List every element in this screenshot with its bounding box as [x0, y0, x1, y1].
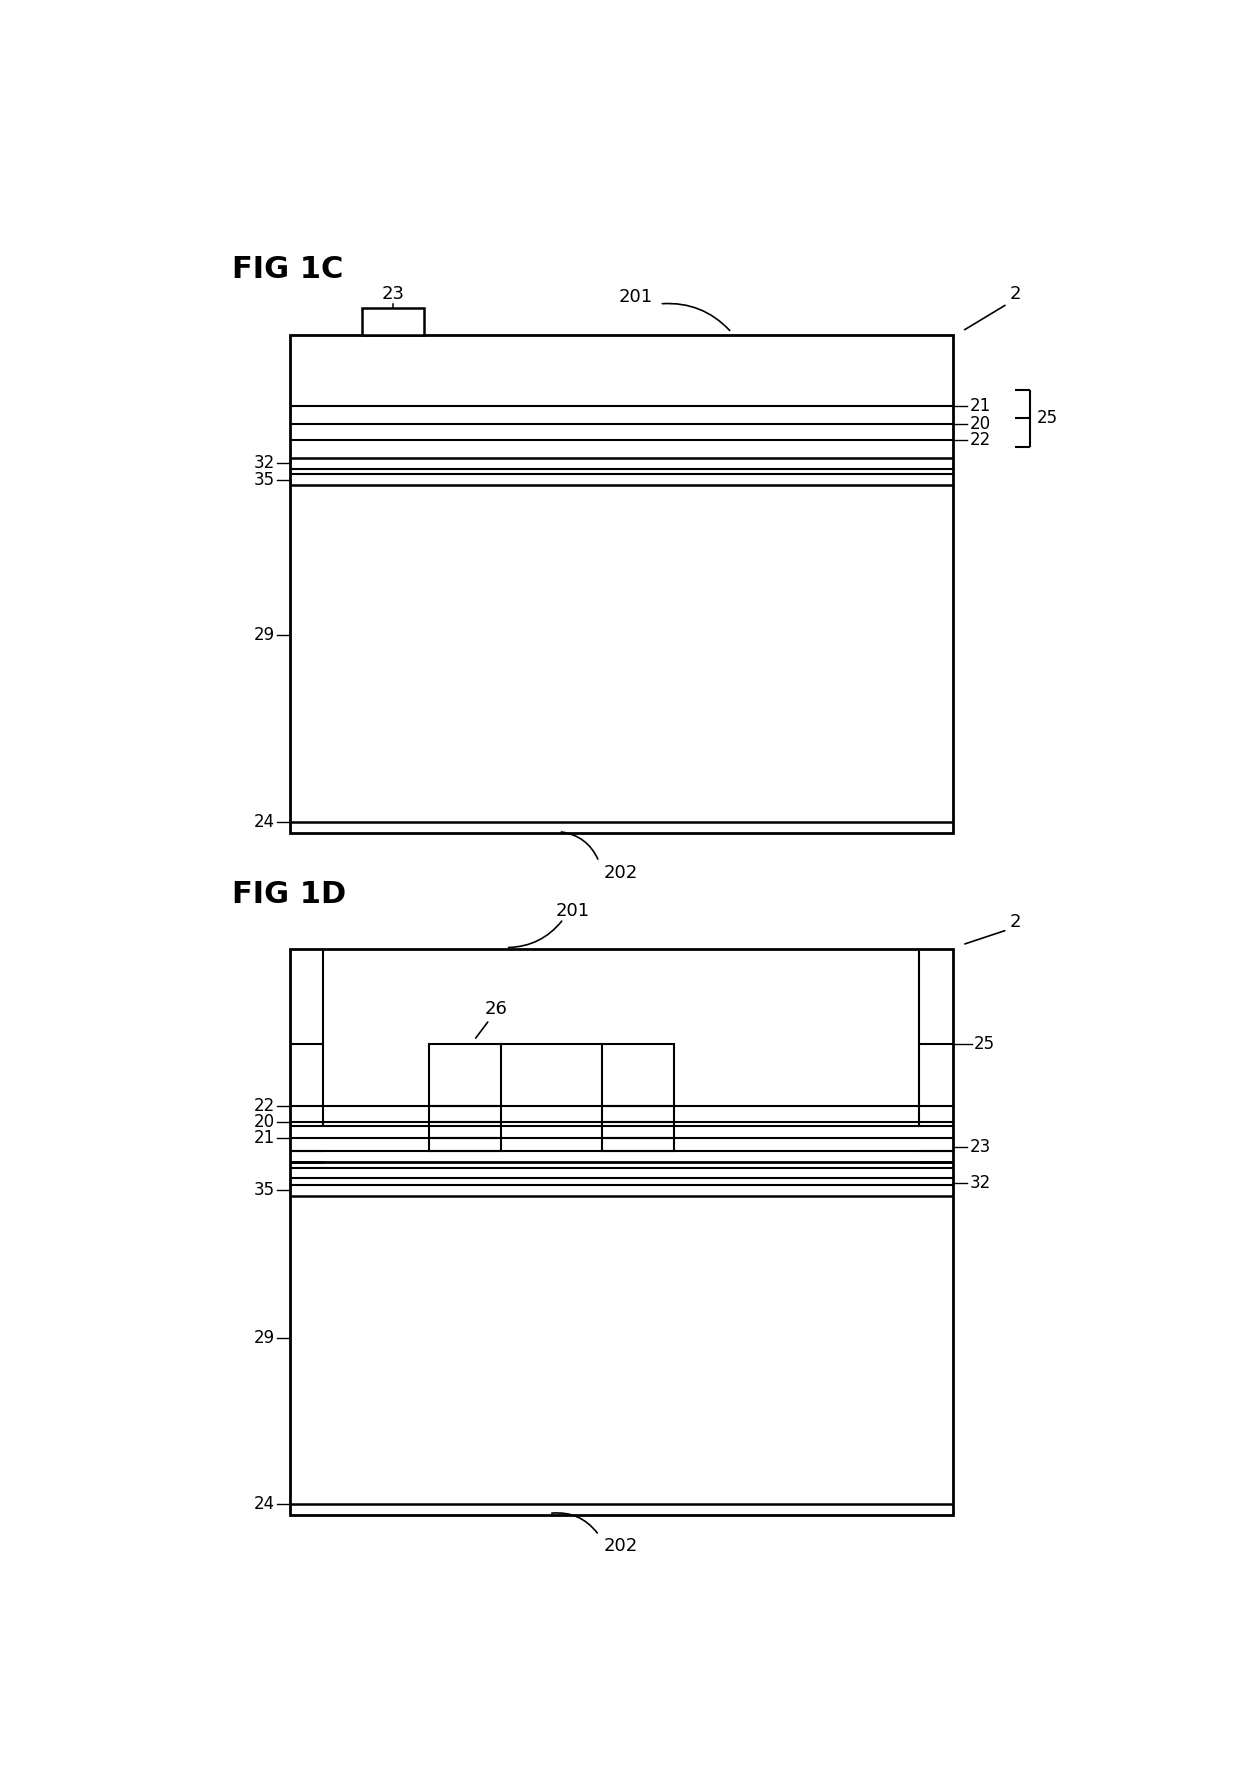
- Text: 21: 21: [254, 1130, 275, 1148]
- Text: 29: 29: [254, 1328, 275, 1346]
- Text: 25: 25: [1037, 409, 1058, 427]
- Text: FIG 1D: FIG 1D: [232, 880, 346, 909]
- Text: 202: 202: [604, 864, 639, 882]
- Bar: [601, 1045, 675, 1151]
- Text: 24: 24: [254, 1495, 275, 1512]
- Text: 26: 26: [485, 1001, 507, 1018]
- Bar: [290, 335, 952, 832]
- Text: 29: 29: [254, 627, 275, 645]
- Text: 23: 23: [382, 285, 404, 303]
- Text: 21: 21: [970, 397, 991, 414]
- Text: 23: 23: [970, 1137, 991, 1156]
- Text: 202: 202: [604, 1537, 639, 1555]
- Text: 32: 32: [970, 1174, 991, 1192]
- Text: 201: 201: [619, 289, 652, 306]
- Bar: [429, 1045, 501, 1151]
- Text: 32: 32: [254, 455, 275, 473]
- Text: 22: 22: [254, 1096, 275, 1114]
- Text: 22: 22: [970, 432, 991, 450]
- Text: 2: 2: [1009, 912, 1021, 930]
- Text: 25: 25: [973, 1036, 994, 1054]
- Bar: [290, 949, 952, 1514]
- Text: 24: 24: [254, 813, 275, 831]
- Text: 20: 20: [254, 1114, 275, 1132]
- Bar: [362, 308, 424, 335]
- Text: 2: 2: [1009, 285, 1021, 303]
- Text: FIG 1C: FIG 1C: [232, 255, 343, 285]
- Text: 35: 35: [254, 471, 275, 489]
- Text: 35: 35: [254, 1181, 275, 1199]
- Text: 20: 20: [970, 414, 991, 432]
- Text: 201: 201: [556, 901, 590, 919]
